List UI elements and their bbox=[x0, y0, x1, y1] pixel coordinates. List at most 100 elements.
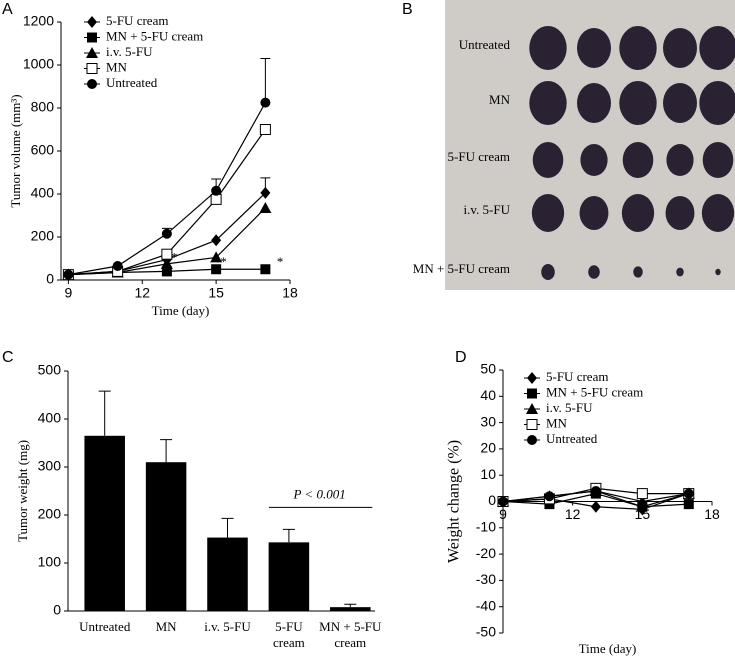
marker bbox=[161, 228, 172, 239]
x-tick-label: 18 bbox=[704, 506, 720, 522]
y-tick-label: -50 bbox=[476, 624, 496, 640]
x-tick-label: MN + 5-FU cream bbox=[319, 619, 382, 650]
tumor bbox=[621, 194, 655, 232]
legend-label: 5-FU cream bbox=[106, 13, 168, 28]
tumor bbox=[663, 83, 697, 123]
legend-label: Untreated bbox=[546, 431, 598, 446]
y-tick-label: 40 bbox=[480, 387, 496, 403]
x-tick-label: Untreated bbox=[79, 619, 131, 634]
marker bbox=[637, 501, 648, 512]
x-axis-label: Time (day) bbox=[152, 303, 210, 318]
legend-marker bbox=[87, 79, 97, 89]
bar bbox=[207, 537, 248, 611]
y-tick-label: -40 bbox=[476, 597, 496, 613]
y-tick-label: -20 bbox=[476, 545, 496, 561]
panel-label: C bbox=[2, 349, 14, 366]
marker bbox=[259, 124, 271, 135]
panel-label: B bbox=[402, 1, 413, 18]
y-tick-label: 200 bbox=[31, 228, 55, 244]
y-tick-label: 400 bbox=[38, 410, 62, 426]
tumor bbox=[666, 144, 694, 176]
significance-label: P < 0.001 bbox=[292, 486, 345, 501]
tumor bbox=[531, 194, 565, 232]
y-tick-label: 800 bbox=[31, 99, 55, 115]
legend-label: MN + 5-FU cream bbox=[546, 384, 643, 399]
marker bbox=[683, 499, 694, 510]
tumor bbox=[633, 266, 643, 278]
legend-label: MN bbox=[106, 59, 128, 74]
y-tick-label: 1200 bbox=[23, 13, 54, 29]
tumor bbox=[619, 26, 657, 70]
marker bbox=[590, 485, 601, 496]
tumor bbox=[579, 196, 609, 230]
annotation: * bbox=[277, 254, 284, 269]
tumor bbox=[529, 81, 567, 125]
x-tick-label: 12 bbox=[565, 506, 581, 522]
y-tick-label: 200 bbox=[38, 506, 62, 522]
tumor bbox=[622, 142, 654, 178]
y-tick-label: 50 bbox=[480, 361, 496, 377]
y-tick-label: 400 bbox=[31, 185, 55, 201]
tumor bbox=[702, 142, 734, 178]
marker bbox=[160, 257, 173, 269]
error-bar bbox=[282, 528, 295, 543]
legend-marker bbox=[86, 63, 98, 74]
tumor bbox=[541, 264, 555, 280]
annotation: * bbox=[171, 249, 178, 264]
x-tick-label-line: 5-FU bbox=[275, 619, 303, 634]
y-tick-label: 0 bbox=[488, 492, 496, 508]
tumor bbox=[699, 26, 735, 70]
tumor bbox=[665, 196, 695, 230]
bar bbox=[268, 542, 310, 611]
marker bbox=[210, 193, 222, 205]
marker bbox=[259, 201, 272, 213]
legend-marker bbox=[526, 419, 538, 430]
marker bbox=[544, 491, 555, 502]
x-tick-label: 5-FU cream bbox=[273, 619, 305, 650]
annotation: * bbox=[220, 254, 227, 269]
bar bbox=[145, 462, 187, 611]
row-label: Untreated bbox=[459, 37, 511, 52]
legend-label: i.v. 5-FU bbox=[106, 44, 153, 59]
row-label: 5-FU cream bbox=[448, 149, 510, 164]
x-tick-label: 18 bbox=[282, 285, 298, 301]
legend-label: 5-FU cream bbox=[546, 369, 608, 384]
x-tick-label: MN bbox=[156, 619, 178, 634]
x-tick-label-line: cream bbox=[273, 635, 305, 650]
x-tick-label-line: cream bbox=[334, 635, 366, 650]
x-tick-label-line: MN + 5-FU bbox=[319, 619, 382, 634]
marker bbox=[161, 248, 173, 260]
panel-label: D bbox=[455, 349, 467, 366]
marker bbox=[211, 185, 222, 196]
marker bbox=[211, 234, 222, 247]
marker bbox=[161, 266, 172, 277]
y-tick-label: 500 bbox=[38, 362, 62, 378]
tumor bbox=[701, 194, 735, 232]
tumor bbox=[715, 268, 721, 276]
legend-marker bbox=[87, 32, 97, 43]
y-tick-label: 100 bbox=[38, 554, 62, 570]
tumor bbox=[663, 28, 697, 68]
x-axis-label: Time (day) bbox=[579, 641, 637, 656]
marker bbox=[210, 251, 223, 263]
tumor bbox=[529, 26, 567, 70]
y-tick-label: 0 bbox=[53, 602, 61, 618]
error-bar bbox=[344, 603, 357, 608]
legend-label: MN + 5-FU cream bbox=[106, 28, 203, 43]
panel-label: A bbox=[2, 1, 13, 18]
y-tick-label: -10 bbox=[476, 519, 496, 535]
legend-marker bbox=[526, 403, 538, 414]
tumor bbox=[619, 81, 657, 125]
marker bbox=[636, 488, 648, 500]
marker bbox=[63, 269, 74, 280]
y-tick-label: 10 bbox=[480, 466, 496, 482]
legend-marker bbox=[87, 16, 97, 28]
marker bbox=[211, 264, 222, 275]
marker bbox=[498, 496, 508, 507]
legend-label: Untreated bbox=[106, 75, 158, 90]
y-tick-label: 0 bbox=[46, 271, 54, 287]
x-tick-label: 9 bbox=[64, 285, 72, 301]
bar bbox=[84, 435, 125, 611]
y-axis-label: Tumor volume (mm³) bbox=[8, 94, 23, 207]
y-tick-label: 600 bbox=[31, 142, 55, 158]
